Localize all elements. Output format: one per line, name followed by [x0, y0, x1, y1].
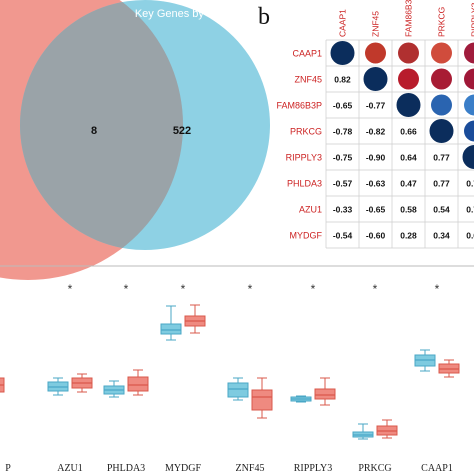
matrix-diagonal-circle — [363, 67, 388, 91]
matrix-correlation-value: 0.82 — [334, 75, 351, 85]
venn-right-count: 522 — [173, 125, 191, 137]
matrix-diagonal-circle — [396, 93, 421, 117]
significance-star: * — [181, 282, 186, 296]
matrix-correlation-value: 0.34 — [433, 231, 450, 241]
matrix-column-label: PRKCG — [437, 7, 447, 37]
x-axis-label: CAAP1 — [421, 463, 453, 474]
matrix-correlation-value: -0.65 — [333, 101, 353, 111]
matrix-correlation-circle — [431, 42, 452, 64]
significance-star: * — [435, 282, 440, 296]
venn-right-title: Key Genes by WGCNA — [135, 8, 250, 20]
matrix-correlation-value: 0.74 — [466, 205, 474, 215]
x-axis-label: PRKCG — [358, 463, 391, 474]
matrix-column-label: FAM86B3P — [404, 0, 414, 37]
correlation-matrix: CAAP1 ZNF45 FAM86B3P PRKCG RIPPLY3 PHLDA3 AZU1… — [276, 0, 474, 249]
matrix-correlation-value: -0.57 — [333, 179, 353, 189]
x-axis-label: RIPPLY3 — [294, 463, 332, 474]
matrix-correlation-value: 0.74 — [466, 179, 474, 189]
matrix-correlation-value: 0.64 — [400, 153, 417, 163]
venn-diagram: Key Genes by WGCNA 8 522 — [0, 0, 270, 280]
matrix-correlation-value: -0.33 — [333, 205, 353, 215]
significance-star: * — [124, 282, 129, 296]
box-body — [227, 382, 249, 398]
venn-overlap — [20, 0, 183, 250]
matrix-correlation-value: -0.82 — [366, 127, 386, 137]
matrix-correlation-value: -0.54 — [333, 231, 353, 241]
x-axis-label: ZNF45 — [236, 463, 265, 474]
matrix-row-label: PHLDA3 — [287, 179, 322, 189]
significance-star: * — [373, 282, 378, 296]
matrix-correlation-circle — [431, 68, 452, 90]
matrix-column-label: ZNF45 — [371, 11, 381, 37]
matrix-row-label: MYDGF — [290, 231, 323, 241]
matrix-correlation-value: 0.77 — [433, 179, 450, 189]
venn-intersection-count: 8 — [91, 125, 97, 137]
matrix-diagonal-circle — [429, 119, 454, 143]
matrix-row-label: PRKCG — [290, 127, 322, 137]
matrix-correlation-circle — [464, 120, 474, 142]
x-axis-label: AZU1 — [57, 463, 83, 474]
matrix-correlation-value: 0.58 — [400, 205, 417, 215]
matrix-correlation-circle — [398, 42, 419, 64]
matrix-correlation-value: 0.61 — [466, 231, 474, 241]
matrix-correlation-circle — [464, 68, 474, 90]
matrix-correlation-value: -0.78 — [333, 127, 353, 137]
matrix-diagonal-circle — [330, 41, 355, 65]
matrix-correlation-circle — [464, 94, 474, 116]
matrix-correlation-value: -0.75 — [333, 153, 353, 163]
significance-star: * — [311, 282, 316, 296]
matrix-correlation-value: -0.90 — [366, 153, 386, 163]
matrix-correlation-value: 0.54 — [433, 205, 450, 215]
matrix-correlation-value: 0.77 — [433, 153, 450, 163]
significance-star: * — [68, 282, 73, 296]
box-body — [251, 389, 273, 411]
box-body — [160, 323, 182, 335]
x-axis-label: MYDGF — [165, 463, 202, 474]
significance-star: * — [248, 282, 253, 296]
matrix-correlation-value: -0.65 — [366, 205, 386, 215]
panel-b-label: b — [258, 4, 270, 30]
matrix-correlation-circle — [431, 94, 452, 116]
x-axis-label: P — [5, 463, 11, 474]
boxplot-panel: * * * * * * * P AZU1 PHLDA3 MYDGF ZNF45 RIPPLY3 PRKCG… — [0, 265, 474, 474]
matrix-correlation-circle — [464, 42, 474, 64]
matrix-row-label: AZU1 — [299, 205, 322, 215]
matrix-row-label: FAM86B3P — [276, 101, 322, 111]
matrix-correlation-circle — [365, 42, 386, 64]
matrix-correlation-circle — [398, 68, 419, 90]
matrix-column-label: CAAP1 — [338, 9, 348, 37]
matrix-row-label: ZNF45 — [294, 75, 322, 85]
box-body — [314, 388, 336, 400]
matrix-diagonal-circle — [462, 145, 474, 169]
matrix-correlation-value: -0.77 — [366, 101, 386, 111]
matrix-row-label: CAAP1 — [292, 49, 322, 59]
x-axis-label: PHLDA3 — [107, 463, 145, 474]
matrix-correlation-value: 0.66 — [400, 127, 417, 137]
matrix-row-label: RIPPLY3 — [286, 153, 322, 163]
matrix-correlation-value: 0.28 — [400, 231, 417, 241]
box-body — [127, 376, 149, 392]
matrix-correlation-value: -0.63 — [366, 179, 386, 189]
matrix-correlation-value: 0.47 — [400, 179, 417, 189]
matrix-column-label: RIPPLY3 — [470, 2, 474, 37]
matrix-correlation-value: -0.60 — [366, 231, 386, 241]
